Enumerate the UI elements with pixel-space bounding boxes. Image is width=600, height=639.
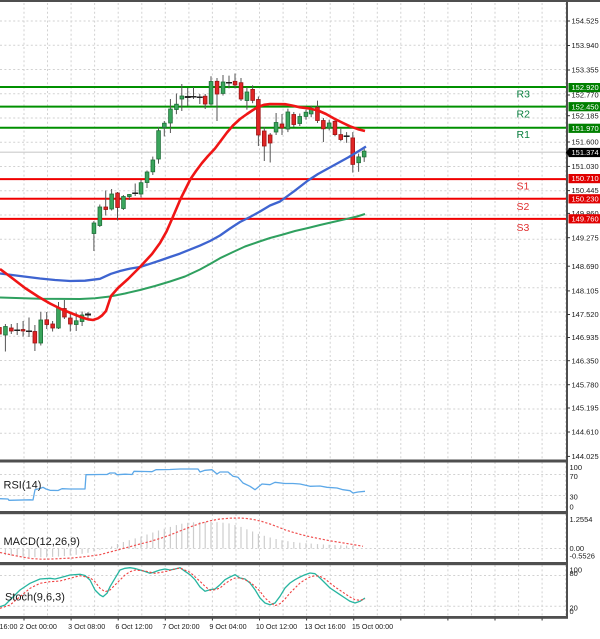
svg-text:7 Oct 20:00: 7 Oct 20:00 bbox=[162, 622, 199, 631]
svg-text:R1: R1 bbox=[517, 129, 531, 141]
svg-text:146.935: 146.935 bbox=[572, 333, 599, 342]
svg-text:30: 30 bbox=[570, 493, 578, 502]
svg-text:Stoch(9,6,3): Stoch(9,6,3) bbox=[5, 592, 65, 604]
svg-text:152.920: 152.920 bbox=[572, 83, 599, 92]
svg-text:151.030: 151.030 bbox=[572, 162, 599, 171]
svg-text:149.275: 149.275 bbox=[572, 233, 599, 242]
svg-text:147.520: 147.520 bbox=[572, 310, 599, 319]
svg-text:S3: S3 bbox=[517, 222, 530, 234]
svg-text:146.350: 146.350 bbox=[572, 356, 599, 365]
svg-text:MACD(12,26,9): MACD(12,26,9) bbox=[4, 536, 80, 548]
svg-text:10 Oct 12:00: 10 Oct 12:00 bbox=[256, 622, 297, 631]
svg-text:144.610: 144.610 bbox=[572, 428, 599, 437]
svg-text:148.105: 148.105 bbox=[572, 287, 599, 296]
svg-text:152.450: 152.450 bbox=[572, 102, 599, 111]
svg-text:150.230: 150.230 bbox=[572, 194, 599, 203]
svg-text:145.780: 145.780 bbox=[572, 380, 599, 389]
svg-text:150.710: 150.710 bbox=[572, 174, 599, 183]
svg-text:13 Oct 16:00: 13 Oct 16:00 bbox=[304, 622, 345, 631]
svg-text:R2: R2 bbox=[517, 109, 531, 121]
svg-text:153.940: 153.940 bbox=[572, 41, 599, 50]
svg-text:R3: R3 bbox=[517, 89, 531, 101]
svg-text:RSI(14): RSI(14) bbox=[4, 480, 42, 492]
svg-text:16:00: 16:00 bbox=[0, 622, 18, 631]
svg-text:70: 70 bbox=[570, 472, 578, 481]
svg-text:15 Oct 00:00: 15 Oct 00:00 bbox=[352, 622, 393, 631]
svg-text:1.2554: 1.2554 bbox=[570, 515, 593, 524]
svg-text:144.025: 144.025 bbox=[572, 452, 599, 461]
svg-text:100: 100 bbox=[570, 463, 583, 472]
svg-text:6 Oct 12:00: 6 Oct 12:00 bbox=[115, 622, 152, 631]
svg-text:S1: S1 bbox=[517, 181, 530, 193]
svg-text:149.760: 149.760 bbox=[572, 214, 599, 223]
svg-text:154.525: 154.525 bbox=[572, 17, 599, 26]
svg-text:151.970: 151.970 bbox=[572, 124, 599, 133]
svg-text:80: 80 bbox=[570, 569, 578, 578]
svg-text:9 Oct 04:00: 9 Oct 04:00 bbox=[209, 622, 246, 631]
svg-text:148.690: 148.690 bbox=[572, 262, 599, 271]
svg-text:145.195: 145.195 bbox=[572, 404, 599, 413]
svg-text:0: 0 bbox=[570, 607, 574, 616]
svg-text:152.185: 152.185 bbox=[572, 111, 599, 120]
svg-text:S2: S2 bbox=[517, 201, 530, 213]
svg-text:151.600: 151.600 bbox=[572, 138, 599, 147]
svg-text:-0.5526: -0.5526 bbox=[570, 552, 595, 561]
svg-text:3 Oct 08:00: 3 Oct 08:00 bbox=[68, 622, 105, 631]
svg-text:2 Oct 00:00: 2 Oct 00:00 bbox=[20, 622, 57, 631]
svg-text:0: 0 bbox=[570, 502, 574, 511]
svg-text:153.355: 153.355 bbox=[572, 66, 599, 75]
svg-text:151.374: 151.374 bbox=[572, 148, 599, 157]
